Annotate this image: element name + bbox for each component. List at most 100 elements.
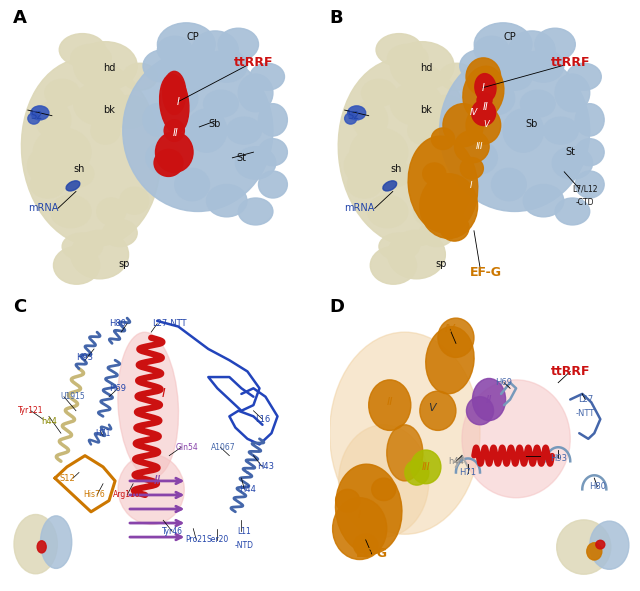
Ellipse shape bbox=[157, 23, 215, 66]
Text: II: II bbox=[172, 128, 178, 138]
Ellipse shape bbox=[390, 42, 454, 90]
Text: Ser20: Ser20 bbox=[206, 535, 228, 544]
Ellipse shape bbox=[118, 454, 184, 524]
Ellipse shape bbox=[347, 171, 382, 198]
Text: I: I bbox=[358, 509, 362, 519]
Text: Sb: Sb bbox=[525, 119, 538, 129]
Text: L27: L27 bbox=[578, 395, 593, 404]
Ellipse shape bbox=[524, 184, 564, 217]
Ellipse shape bbox=[97, 198, 125, 225]
Ellipse shape bbox=[354, 534, 378, 557]
Text: H43: H43 bbox=[257, 462, 274, 472]
Text: CP: CP bbox=[187, 32, 200, 42]
Text: Tyr121: Tyr121 bbox=[18, 406, 44, 415]
Text: S2: S2 bbox=[348, 111, 360, 121]
Text: -NTD: -NTD bbox=[235, 541, 254, 550]
Text: U1915: U1915 bbox=[61, 392, 85, 401]
Text: III: III bbox=[476, 142, 484, 151]
Ellipse shape bbox=[371, 246, 417, 284]
Text: H93: H93 bbox=[77, 353, 93, 362]
Ellipse shape bbox=[62, 233, 102, 260]
Ellipse shape bbox=[259, 171, 287, 198]
Ellipse shape bbox=[420, 174, 477, 238]
Ellipse shape bbox=[405, 460, 429, 485]
Text: hd: hd bbox=[103, 63, 115, 73]
Text: His76: His76 bbox=[83, 491, 105, 499]
Ellipse shape bbox=[379, 233, 419, 260]
Ellipse shape bbox=[543, 117, 578, 144]
Text: mRNA: mRNA bbox=[28, 203, 58, 213]
Ellipse shape bbox=[497, 63, 532, 90]
Ellipse shape bbox=[462, 380, 570, 498]
Text: Arg110: Arg110 bbox=[113, 491, 141, 499]
Ellipse shape bbox=[408, 136, 477, 233]
Ellipse shape bbox=[71, 230, 129, 279]
Text: H69: H69 bbox=[495, 378, 513, 387]
Text: II: II bbox=[483, 102, 489, 112]
Ellipse shape bbox=[575, 103, 604, 136]
Ellipse shape bbox=[164, 120, 184, 141]
Ellipse shape bbox=[238, 74, 273, 112]
Ellipse shape bbox=[102, 220, 137, 246]
Text: C: C bbox=[13, 298, 26, 316]
Text: A: A bbox=[13, 9, 27, 27]
Ellipse shape bbox=[330, 332, 480, 534]
Ellipse shape bbox=[180, 63, 215, 90]
Ellipse shape bbox=[91, 117, 120, 144]
Ellipse shape bbox=[524, 50, 564, 82]
Ellipse shape bbox=[474, 23, 532, 66]
Ellipse shape bbox=[492, 168, 526, 201]
Ellipse shape bbox=[45, 79, 79, 106]
Ellipse shape bbox=[238, 198, 273, 225]
Text: L7/L12: L7/L12 bbox=[573, 184, 598, 193]
Text: H93: H93 bbox=[550, 454, 566, 463]
Ellipse shape bbox=[33, 128, 91, 177]
Ellipse shape bbox=[163, 72, 186, 115]
Ellipse shape bbox=[60, 160, 94, 187]
Text: H44: H44 bbox=[239, 485, 256, 494]
Ellipse shape bbox=[443, 103, 483, 147]
Text: IV: IV bbox=[445, 324, 455, 335]
Ellipse shape bbox=[163, 82, 198, 115]
Text: sp: sp bbox=[435, 259, 447, 269]
Ellipse shape bbox=[419, 220, 454, 246]
Text: II: II bbox=[154, 475, 161, 488]
Ellipse shape bbox=[472, 378, 506, 421]
Text: EF-G: EF-G bbox=[470, 267, 502, 280]
Ellipse shape bbox=[388, 44, 428, 72]
Ellipse shape bbox=[236, 147, 276, 179]
Text: I: I bbox=[524, 451, 527, 460]
Ellipse shape bbox=[154, 150, 183, 177]
Ellipse shape bbox=[575, 171, 604, 198]
Ellipse shape bbox=[367, 195, 408, 228]
Ellipse shape bbox=[348, 106, 365, 120]
Text: I: I bbox=[161, 388, 165, 400]
Ellipse shape bbox=[118, 332, 179, 478]
Text: Tyr46: Tyr46 bbox=[162, 527, 183, 536]
Ellipse shape bbox=[503, 109, 543, 152]
Text: II: II bbox=[486, 395, 492, 404]
Text: -NTT: -NTT bbox=[575, 409, 595, 418]
Ellipse shape bbox=[353, 101, 388, 139]
Ellipse shape bbox=[54, 246, 100, 284]
Text: hd: hd bbox=[420, 63, 432, 73]
Ellipse shape bbox=[36, 101, 71, 139]
Ellipse shape bbox=[204, 90, 238, 117]
Text: sp: sp bbox=[118, 259, 130, 269]
Text: I: I bbox=[177, 97, 180, 106]
Ellipse shape bbox=[175, 168, 209, 201]
Ellipse shape bbox=[362, 79, 396, 106]
Ellipse shape bbox=[108, 96, 148, 128]
Text: Gln54: Gln54 bbox=[176, 443, 198, 452]
Ellipse shape bbox=[566, 63, 602, 90]
Ellipse shape bbox=[227, 117, 261, 144]
Ellipse shape bbox=[408, 117, 436, 144]
Text: St: St bbox=[565, 147, 575, 157]
Ellipse shape bbox=[74, 82, 125, 125]
Ellipse shape bbox=[372, 478, 396, 501]
Ellipse shape bbox=[344, 113, 356, 124]
Ellipse shape bbox=[30, 171, 65, 198]
Ellipse shape bbox=[333, 498, 387, 560]
Ellipse shape bbox=[555, 74, 589, 112]
Text: L11: L11 bbox=[237, 527, 252, 536]
